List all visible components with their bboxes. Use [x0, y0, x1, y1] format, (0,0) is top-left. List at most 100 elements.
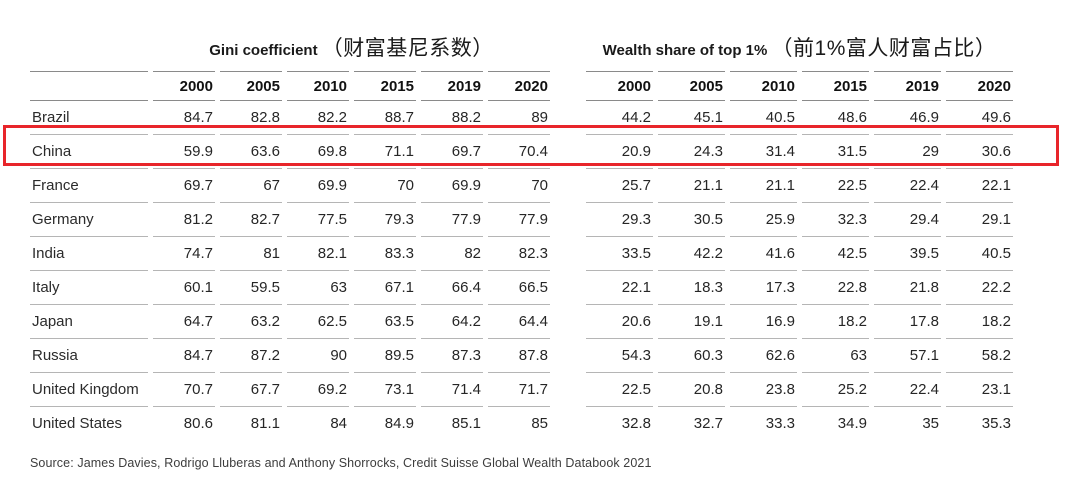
table-row: United Kingdom 70.7 67.7 69.2 73.1 71.4 71.7 22…: [30, 373, 1013, 407]
year-header: 2005: [658, 71, 725, 101]
gini-value: 73.1: [354, 373, 416, 407]
wealth-value: 32.8: [621, 415, 651, 432]
table-row: China 59.9 63.6 69.8 71.1 69.7 70.4 20.9 24.3 31.…: [30, 135, 1013, 169]
gini-value: 82.7: [220, 203, 282, 237]
wealth-value: 46.9: [874, 101, 941, 135]
wealth-value: 33.3: [765, 415, 795, 432]
gini-value: 71.7: [488, 373, 550, 407]
wealth-value: 23.1: [946, 373, 1013, 407]
table-row: Italy 60.1 59.5 63 67.1 66.4 66.5 22.1 18.3 17.3 2…: [30, 271, 1013, 305]
gini-value: 69.7: [421, 135, 483, 169]
gini-value: 77.5: [287, 203, 349, 237]
gini-value: 82.2: [287, 101, 349, 135]
wealth-value: 17.3: [730, 271, 797, 305]
wealth-value: 62.6: [730, 339, 797, 373]
gini-value: 89.5: [354, 339, 416, 373]
gini-value: 87.3: [421, 339, 483, 373]
wealth-value: 22.5: [586, 373, 653, 407]
group-spacer: [555, 373, 581, 407]
gini-value: 74.7: [153, 237, 215, 271]
wealth-value: 32.3: [802, 203, 869, 237]
gini-value: 71.1: [354, 135, 416, 169]
wealth-value: 35.3: [981, 415, 1011, 432]
gini-value: 64.2: [421, 305, 483, 339]
wealth-value: 16.9: [730, 305, 797, 339]
country-label: United Kingdom: [30, 373, 148, 407]
group-spacer: [555, 305, 581, 339]
gini-value: 69.7: [153, 169, 215, 203]
gini-value: 82.8: [220, 101, 282, 135]
wealth-value: 22.8: [802, 271, 869, 305]
year-header: 2020: [946, 71, 1013, 101]
gini-value: 69.2: [287, 373, 349, 407]
group-spacer: [555, 71, 581, 101]
country-label: Japan: [30, 305, 148, 339]
gini-value: 88.2: [421, 101, 483, 135]
wealth-value: 60.3: [658, 339, 725, 373]
year-header-row: 2000 2005 2010 2015 2019 2020 2000 2005 …: [30, 71, 1013, 101]
group-spacer: [555, 203, 581, 237]
wealth-value: 25.7: [586, 169, 653, 203]
corner-cell: [30, 12, 148, 71]
wealth-value: 21.1: [658, 169, 725, 203]
table-row: Brazil 84.7 82.8 82.2 88.7 88.2 89 44.2 45.1 40.5…: [30, 101, 1013, 135]
wealth-value: 18.2: [946, 305, 1013, 339]
wealth-value: 40.5: [946, 237, 1013, 271]
wealth-value: 31.5: [802, 135, 869, 169]
gini-value: 70: [354, 169, 416, 203]
wealth-value: 30.5: [658, 203, 725, 237]
gini-value: 62.5: [287, 305, 349, 339]
wealth-value: 49.6: [946, 101, 1013, 135]
country-label: Brazil: [30, 101, 148, 135]
table-row: Germany 81.2 82.7 77.5 79.3 77.9 77.9 29.3 30.5 2…: [30, 203, 1013, 237]
wealth-value: 21.8: [874, 271, 941, 305]
year-header: 2020: [488, 71, 550, 101]
gini-value: 84.9: [384, 415, 414, 432]
country-label: India: [30, 237, 148, 271]
gini-value: 81.1: [250, 415, 280, 432]
gini-value: 63.2: [220, 305, 282, 339]
wealth-value: 29.3: [586, 203, 653, 237]
wealth-value: 39.5: [874, 237, 941, 271]
group-header-gini-zh: （财富基尼系数）: [321, 37, 494, 60]
wealth-value: 20.9: [586, 135, 653, 169]
gini-value: 64.4: [488, 305, 550, 339]
wealth-value: 42.2: [658, 237, 725, 271]
wealth-value: 19.1: [658, 305, 725, 339]
gini-value: 66.4: [421, 271, 483, 305]
group-spacer: [555, 135, 581, 169]
gini-value: 77.9: [421, 203, 483, 237]
gini-value: 67: [220, 169, 282, 203]
gini-value: 81: [220, 237, 282, 271]
gini-value: 87.8: [488, 339, 550, 373]
country-label: Germany: [30, 203, 148, 237]
gini-value: 84.7: [153, 101, 215, 135]
wealth-value: 25.9: [730, 203, 797, 237]
year-header: 2010: [287, 71, 349, 101]
group-header-wealth-zh: （前1%富人财富占比）: [771, 37, 997, 60]
table-row: India 74.7 81 82.1 83.3 82 82.3 33.5 42.2 41.6 42.…: [30, 237, 1013, 271]
group-header-wealth-en: Wealth share of top 1%: [602, 42, 768, 59]
wealth-value: 34.9: [837, 415, 867, 432]
table-row: Japan 64.7 63.2 62.5 63.5 64.2 64.4 20.6 19.1 16.…: [30, 305, 1013, 339]
country-label: Italy: [30, 271, 148, 305]
gini-value: 77.9: [488, 203, 550, 237]
gini-value: 69.9: [421, 169, 483, 203]
gini-value: 82: [421, 237, 483, 271]
wealth-value: 29.4: [874, 203, 941, 237]
source-note: Source: James Davies, Rodrigo Lluberas a…: [30, 456, 652, 470]
wealth-value: 35: [922, 415, 939, 432]
wealth-value: 42.5: [802, 237, 869, 271]
wealth-value: 17.8: [874, 305, 941, 339]
wealth-value: 22.1: [946, 169, 1013, 203]
gini-value: 63: [287, 271, 349, 305]
group-header-row: Gini coefficient （财富基尼系数） Wealth share o…: [30, 12, 1013, 71]
gini-value: 85: [531, 415, 548, 432]
group-spacer: [555, 271, 581, 305]
wealth-value: 31.4: [730, 135, 797, 169]
gini-value: 90: [287, 339, 349, 373]
wealth-value: 22.2: [946, 271, 1013, 305]
group-header-gini: Gini coefficient （财富基尼系数）: [153, 12, 550, 71]
gini-value: 88.7: [354, 101, 416, 135]
group-spacer: [555, 169, 581, 203]
